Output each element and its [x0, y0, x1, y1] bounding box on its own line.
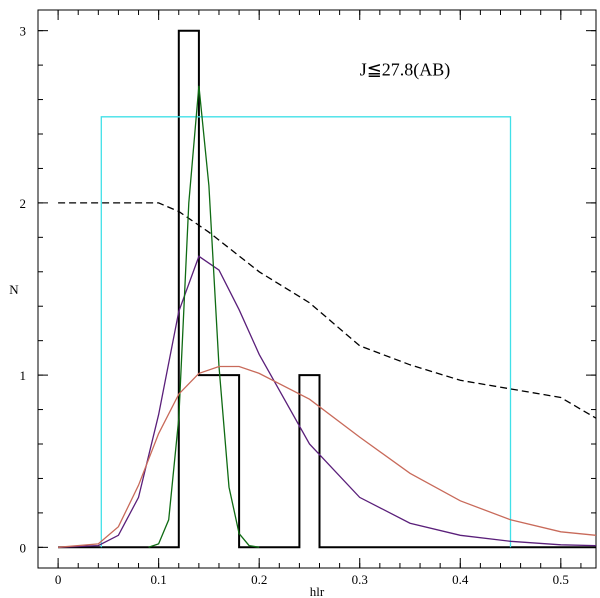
y-axis-label: N: [9, 282, 19, 297]
x-tick-label-5: 0.5: [553, 572, 569, 587]
y-tick-label-2: 2: [20, 196, 27, 211]
x-tick-label-2: 0.2: [251, 572, 267, 587]
series-curve-5: [58, 365, 597, 548]
series-curve-2: [58, 202, 597, 419]
y-tick-label-0: 0: [20, 540, 27, 555]
series-curve-3: [58, 255, 597, 548]
chart-annotation: J≦27.8(AB): [360, 59, 451, 80]
x-tick-label-3: 0.3: [352, 572, 368, 587]
y-tick-label-1: 1: [20, 368, 27, 383]
y-tick-label-3: 3: [20, 24, 27, 39]
series-histogram-step-0: [58, 29, 596, 549]
series-box-1: [100, 116, 512, 548]
x-tick-label-0: 0: [55, 572, 62, 587]
x-tick-label-4: 0.4: [452, 572, 469, 587]
series-curve-4: [148, 85, 260, 548]
series-layer: [58, 29, 597, 549]
x-tick-label-1: 0.1: [151, 572, 167, 587]
tick-layer: 0 0.1 0.2 0.3 0.4 0.5 0 1 2 3: [20, 10, 596, 587]
x-axis-label: hlr: [310, 584, 325, 598]
plot-frame: [37, 9, 597, 569]
